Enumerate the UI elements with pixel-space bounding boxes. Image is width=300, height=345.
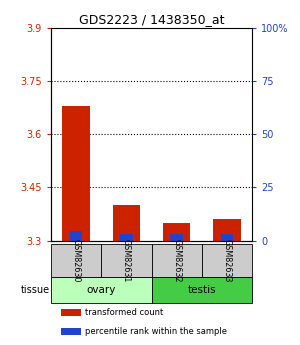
Bar bbox=[152, 245, 202, 277]
Bar bbox=[51, 277, 152, 303]
Text: ovary: ovary bbox=[87, 285, 116, 295]
Bar bbox=[112, 205, 140, 241]
Text: tissue: tissue bbox=[21, 285, 50, 295]
Text: transformed count: transformed count bbox=[85, 308, 163, 317]
Bar bbox=[120, 234, 133, 241]
Bar bbox=[170, 234, 183, 241]
Title: GDS2223 / 1438350_at: GDS2223 / 1438350_at bbox=[79, 13, 224, 27]
Text: GSM82632: GSM82632 bbox=[172, 239, 181, 282]
Bar bbox=[70, 231, 83, 241]
Bar bbox=[152, 277, 252, 303]
Text: percentile rank within the sample: percentile rank within the sample bbox=[85, 327, 226, 336]
Bar bbox=[62, 106, 90, 241]
Text: testis: testis bbox=[188, 285, 216, 295]
Text: GSM82631: GSM82631 bbox=[122, 239, 131, 282]
Bar bbox=[202, 245, 252, 277]
Text: GSM82630: GSM82630 bbox=[72, 239, 81, 282]
Bar bbox=[101, 245, 152, 277]
Bar bbox=[51, 245, 101, 277]
Bar bbox=[220, 234, 233, 241]
Bar bbox=[213, 219, 241, 241]
Bar bbox=[61, 328, 81, 335]
Bar bbox=[163, 223, 190, 241]
Text: GSM82633: GSM82633 bbox=[222, 239, 231, 282]
Bar bbox=[61, 309, 81, 316]
